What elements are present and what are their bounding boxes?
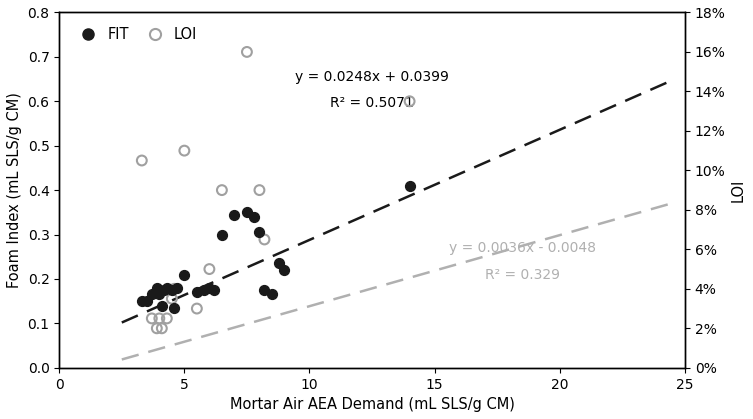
Point (241, 209, 253, 216)
X-axis label: Mortar Air AEA Demand (mL SLS/g CM): Mortar Air AEA Demand (mL SLS/g CM) (230, 397, 514, 412)
Point (169, 305, 181, 311)
Point (279, 267, 291, 274)
Point (216, 231, 228, 238)
Point (156, 325, 168, 332)
Point (258, 287, 270, 293)
Point (136, 298, 148, 305)
Point (146, 291, 158, 298)
Point (191, 289, 203, 296)
Point (154, 291, 166, 298)
Point (166, 287, 178, 293)
Point (136, 157, 148, 164)
Point (169, 285, 181, 292)
Point (241, 49, 253, 55)
Point (161, 315, 173, 322)
Point (161, 285, 173, 291)
Point (273, 260, 285, 267)
Point (166, 295, 178, 302)
Point (404, 98, 416, 105)
Point (191, 305, 203, 312)
Point (171, 285, 183, 291)
Point (404, 182, 416, 189)
Point (266, 291, 278, 298)
Point (154, 315, 166, 322)
Point (151, 325, 163, 332)
Text: y = 0.0248x + 0.0399: y = 0.0248x + 0.0399 (295, 70, 449, 84)
Legend: FIT, LOI: FIT, LOI (66, 20, 205, 49)
Point (248, 213, 261, 220)
Point (158, 287, 170, 293)
Point (203, 266, 215, 272)
Text: y = 0.0036x - 0.0048: y = 0.0036x - 0.0048 (449, 241, 596, 255)
Point (228, 211, 240, 218)
Text: R² = 0.5071: R² = 0.5071 (330, 96, 414, 111)
Y-axis label: LOI: LOI (731, 178, 746, 202)
Point (178, 271, 191, 278)
Point (258, 236, 270, 243)
Point (198, 287, 210, 293)
Point (178, 147, 191, 154)
Point (254, 229, 266, 235)
Point (156, 302, 168, 309)
Y-axis label: Foam Index (mL SLS/g CM): Foam Index (mL SLS/g CM) (7, 92, 22, 288)
Point (209, 287, 221, 293)
Point (151, 285, 163, 291)
Point (141, 298, 153, 305)
Point (216, 187, 228, 194)
Text: R² = 0.329: R² = 0.329 (485, 267, 559, 282)
Point (203, 285, 215, 291)
Point (146, 315, 158, 322)
Point (254, 187, 266, 194)
